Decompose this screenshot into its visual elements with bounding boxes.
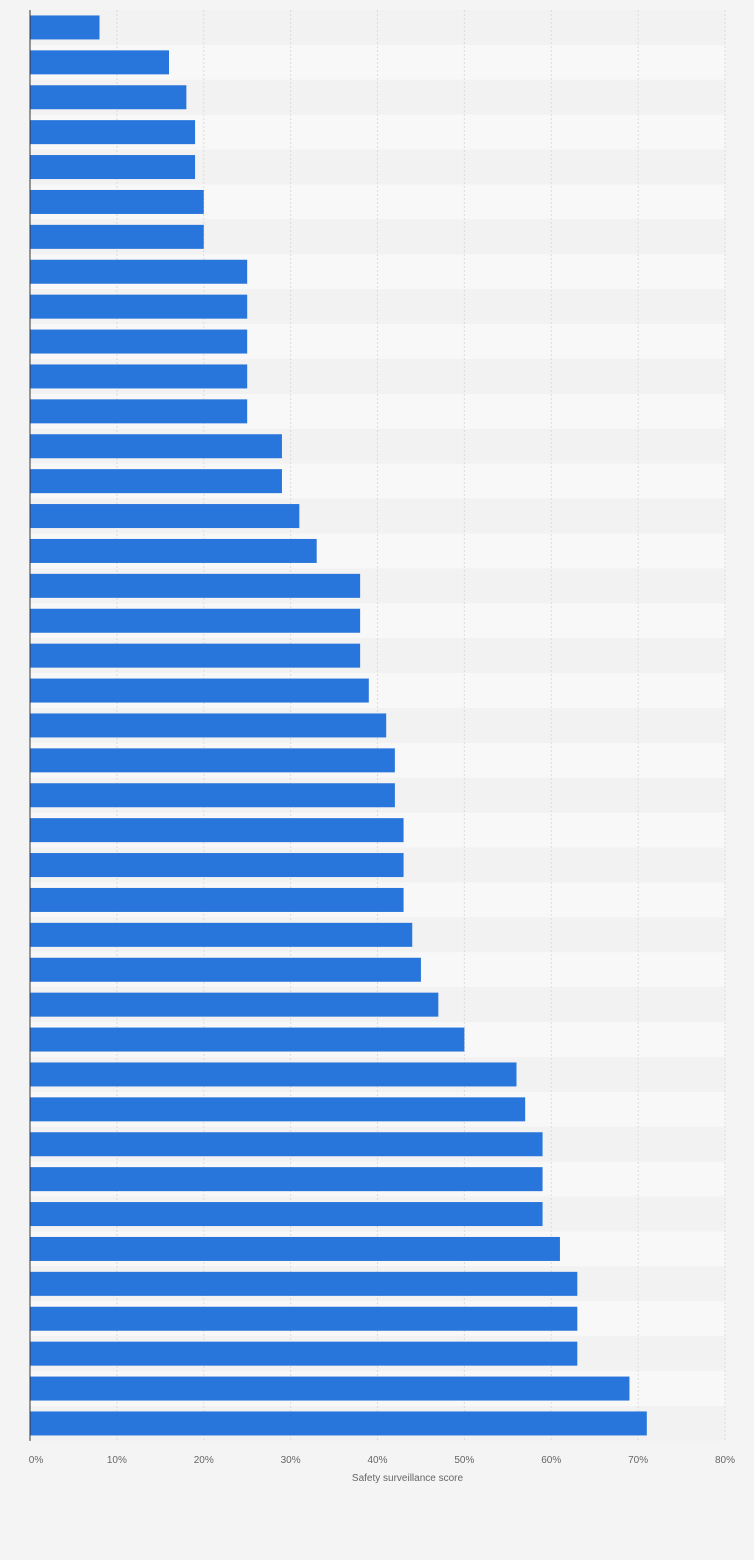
bar[interactable] [30,1097,526,1122]
bar[interactable] [30,1167,543,1192]
bar[interactable] [30,399,248,424]
bar[interactable] [30,434,282,459]
bar[interactable] [30,1341,578,1366]
bar[interactable] [30,573,361,598]
bar[interactable] [30,1271,578,1296]
bars [30,15,647,1436]
bar[interactable] [30,748,395,773]
bar[interactable] [30,259,248,284]
x-tick-label: 50% [454,1455,474,1466]
bar[interactable] [30,85,187,110]
bar[interactable] [30,224,204,249]
x-tick-label: 10% [107,1455,127,1466]
x-tick-label: 70% [628,1455,648,1466]
bar[interactable] [30,189,204,214]
bar[interactable] [30,1027,465,1052]
bar[interactable] [30,155,196,180]
bar[interactable] [30,713,387,738]
bar[interactable] [30,364,248,389]
bar[interactable] [30,818,404,843]
bar[interactable] [30,1306,578,1331]
x-tick-label: 40% [367,1455,387,1466]
bar[interactable] [30,1411,647,1436]
bar[interactable] [30,678,369,703]
bar[interactable] [30,1062,517,1087]
bar[interactable] [30,1202,543,1227]
bar[interactable] [30,853,404,878]
bar[interactable] [30,50,169,75]
bar[interactable] [30,504,300,529]
x-tick-label: 20% [194,1455,214,1466]
bar[interactable] [30,608,361,633]
bar[interactable] [30,15,100,40]
bar[interactable] [30,538,317,563]
bar[interactable] [30,783,395,808]
x-tick-label: 30% [281,1455,301,1466]
bar[interactable] [30,957,421,982]
x-tick-label: 60% [541,1455,561,1466]
x-tick-label: 80% [715,1455,735,1466]
bar[interactable] [30,1376,630,1401]
bar[interactable] [30,294,248,319]
bar[interactable] [30,1236,560,1261]
bar[interactable] [30,469,282,494]
bar[interactable] [30,992,439,1017]
x-tick-label: 0% [29,1455,44,1466]
bar[interactable] [30,1132,543,1157]
bar[interactable] [30,922,413,947]
bar[interactable] [30,120,196,145]
bar[interactable] [30,329,248,354]
bar[interactable] [30,643,361,668]
x-axis-title: Safety surveillance score [352,1473,464,1484]
x-axis-ticks: 0% 10% 20% 30% 40% 50% 60% 70% 80% [29,1455,735,1466]
bar[interactable] [30,887,404,912]
